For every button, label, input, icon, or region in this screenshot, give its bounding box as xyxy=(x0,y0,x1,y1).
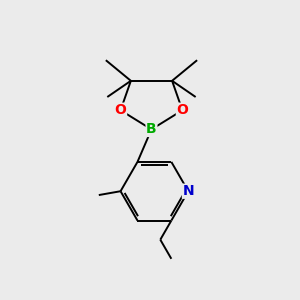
Text: N: N xyxy=(182,184,194,198)
Text: O: O xyxy=(115,103,127,117)
Text: O: O xyxy=(176,103,188,117)
Text: B: B xyxy=(146,122,157,136)
